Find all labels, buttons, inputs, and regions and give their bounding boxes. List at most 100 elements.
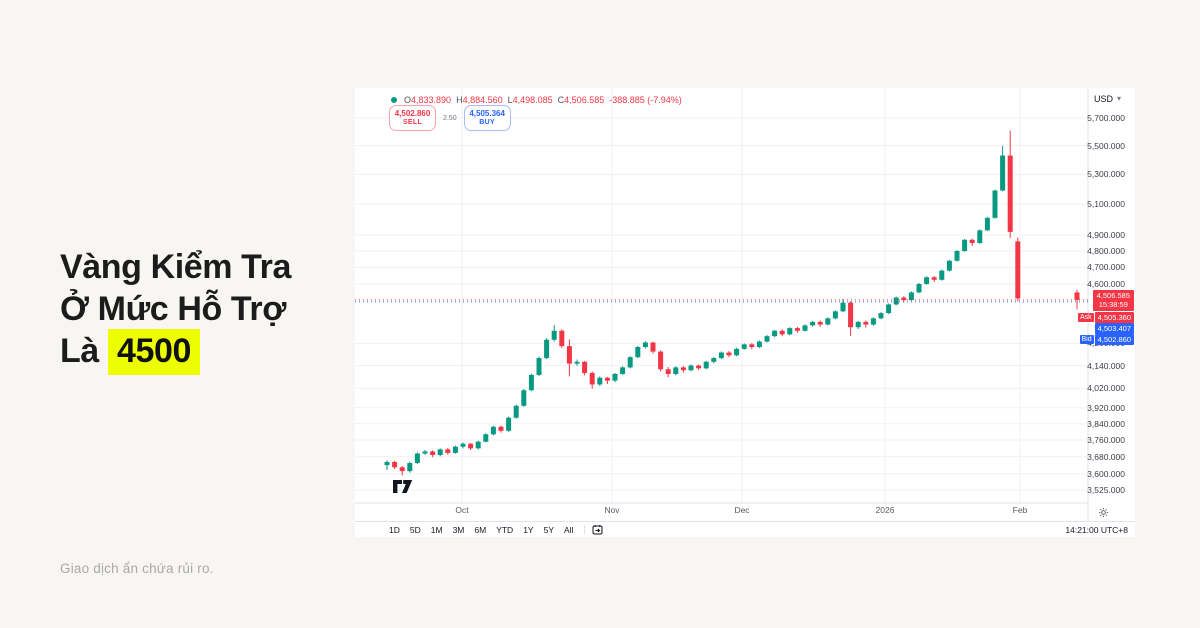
candle-body — [886, 304, 892, 314]
price-axis-tick: 3,920.000 — [1087, 402, 1125, 413]
candle-body — [810, 321, 816, 326]
headline-line-3: Là — [60, 332, 108, 370]
range-button-ytd[interactable]: YTD — [496, 524, 514, 535]
calendar-icon[interactable] — [592, 524, 603, 535]
candle-body — [977, 230, 983, 244]
sell-label: SELL — [402, 118, 423, 126]
ask-value: 4,505.360 — [1094, 311, 1134, 323]
candle-body — [962, 239, 968, 252]
candle-body — [924, 277, 930, 284]
time-axis-label: Oct — [455, 505, 469, 515]
candle-body — [658, 351, 664, 370]
range-buttons: 1D 5D 1M 3M 6M YTD 1Y 5Y All — [385, 524, 577, 536]
candle-body — [908, 292, 914, 301]
range-button-1m[interactable]: 1M — [430, 524, 443, 535]
price-axis-tick: 5,300.000 — [1087, 169, 1125, 180]
candle-body — [559, 330, 565, 347]
gear-icon[interactable] — [1098, 505, 1109, 523]
candlestick-chart-canvas[interactable] — [355, 88, 1135, 537]
candle-body — [506, 417, 512, 431]
bottom-toolbar: 1D 5D 1M 3M 6M YTD 1Y 5Y All 14:21:00 UTC+8 — [355, 521, 1135, 537]
candle-body — [582, 361, 588, 374]
candle-body — [536, 358, 542, 375]
candle-body — [825, 318, 831, 325]
candle-body — [460, 443, 466, 447]
candle-body — [1000, 155, 1006, 191]
price-axis-tick: 3,840.000 — [1087, 418, 1125, 429]
time-axis-label: Dec — [734, 505, 750, 515]
candle-body — [445, 449, 451, 453]
candle-body — [946, 260, 952, 271]
candle-body — [566, 346, 572, 364]
candle-body — [1015, 241, 1021, 299]
last-price-tag: 4,506.585 15:38:59 — [1092, 289, 1134, 311]
candle-body — [384, 461, 390, 466]
price-axis-scale[interactable]: 5,700.000 5,500.000 5,300.000 5,100.000 4,90… — [1087, 88, 1135, 521]
candle-body — [544, 339, 550, 359]
headline-line-2: Ở Mức Hỗ Trợ — [60, 290, 287, 328]
candle-body — [574, 361, 580, 364]
range-button-5y[interactable]: 5Y — [543, 524, 554, 535]
candle-body — [764, 336, 770, 342]
buy-button[interactable]: 4,505.364 BUY — [463, 105, 511, 131]
candle-body — [794, 328, 800, 331]
order-buttons: 4,502.860 SELL 2.50 4,505.364 BUY — [389, 105, 511, 131]
ohlc-legend: O 4,833.890 H 4,884.560 L 4,498.085 C 4,506.… — [391, 95, 682, 105]
risk-disclaimer: Giao dịch ẩn chứa rủi ro. — [60, 561, 214, 576]
candle-body — [688, 365, 694, 371]
time-axis-label: 2026 — [875, 505, 895, 515]
candle-body — [597, 377, 603, 385]
last-price-and-countdown: 4,506.585 15:38:59 — [1092, 289, 1134, 311]
candle-body — [749, 344, 755, 348]
high-value: 4,884.560 — [462, 95, 503, 105]
candle-body — [430, 451, 436, 456]
candle-body — [984, 217, 990, 231]
candle-body — [620, 367, 626, 374]
tradingview-logo-icon[interactable] — [393, 480, 413, 498]
range-button-1d[interactable]: 1D — [389, 524, 400, 535]
candle-body — [650, 342, 656, 352]
candle-body — [855, 321, 861, 328]
ask-price-tag: Ask 4,505.360 — [1077, 311, 1134, 323]
candle-body — [893, 297, 899, 305]
timezone-clock[interactable]: 14:21:00 UTC+8 — [1065, 524, 1128, 535]
open-label: O — [404, 95, 412, 105]
candle-body — [756, 341, 762, 348]
candle-body — [817, 321, 823, 325]
candle-body — [1074, 292, 1080, 300]
market-status-dot-icon — [391, 97, 397, 103]
candle-body — [939, 270, 945, 280]
candle-body — [452, 446, 458, 453]
candle-body — [848, 302, 854, 328]
close-value: 4,506.585 — [564, 95, 605, 105]
range-button-1y[interactable]: 1Y — [523, 524, 534, 535]
bid-value: 4,502.860 — [1094, 333, 1134, 345]
price-axis-tick: 4,020.000 — [1087, 383, 1125, 394]
range-button-6m[interactable]: 6M — [474, 524, 487, 535]
bid-label: Bid — [1079, 334, 1094, 344]
candle-body — [475, 441, 481, 449]
candle-body — [992, 190, 998, 218]
candle-body — [468, 443, 474, 449]
range-button-5d[interactable]: 5D — [409, 524, 421, 535]
trading-chart-panel: O 4,833.890 H 4,884.560 L 4,498.085 C 4,506.… — [355, 88, 1135, 537]
candle-body — [680, 367, 686, 371]
headline: Vàng Kiểm Tra Ở Mức Hỗ Trợ Là 4500 — [60, 246, 291, 375]
candle-body — [718, 352, 724, 359]
candle-body — [741, 344, 747, 349]
currency-dropdown[interactable]: USD ▾ — [1094, 94, 1121, 104]
candle-body — [422, 451, 428, 454]
price-axis-tick: 4,800.000 — [1087, 246, 1125, 257]
range-button-3m[interactable]: 3M — [452, 524, 465, 535]
low-value: 4,498.085 — [512, 95, 553, 105]
sell-button[interactable]: 4,502.860 SELL — [389, 105, 436, 131]
price-axis-tick: 4,900.000 — [1087, 230, 1125, 241]
ask-label: Ask — [1077, 312, 1094, 322]
candle-body — [528, 374, 534, 391]
time-axis[interactable]: Oct Nov Dec 2026 Feb — [355, 505, 1088, 519]
candle-body — [734, 348, 740, 356]
range-button-all[interactable]: All — [564, 524, 574, 535]
candle-body — [1007, 155, 1013, 232]
candle-body — [832, 311, 838, 319]
